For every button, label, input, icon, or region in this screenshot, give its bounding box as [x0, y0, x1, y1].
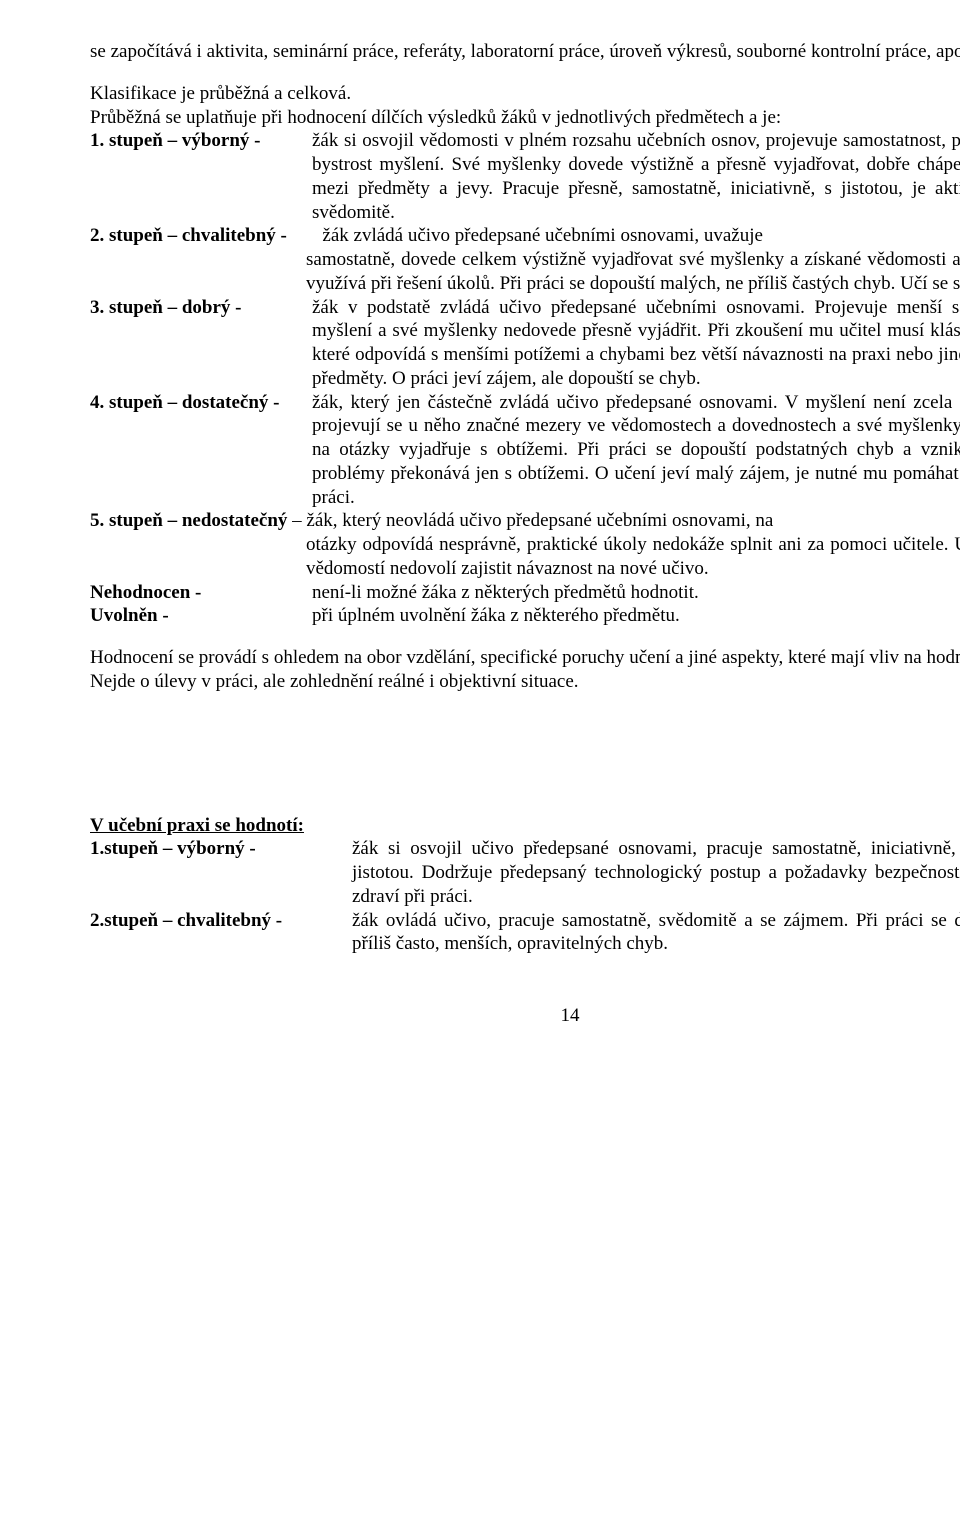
- practice-heading: V učební praxi se hodnotí:: [90, 814, 960, 838]
- intro-paragraph-2: Klasifikace je průběžná a celková.: [90, 82, 960, 106]
- practice-1-row: 1.stupeň – výborný - žák si osvojil učiv…: [90, 837, 960, 908]
- grade-4-row: 4. stupeň – dostatečný - žák, který jen …: [90, 391, 960, 510]
- grade-5-first: – žák, který neovládá učivo předepsané u…: [287, 510, 773, 531]
- grade-2-rest: samostatně, dovede celkem výstižně vyjad…: [90, 248, 960, 296]
- grade-3-text: žák v podstatě zvládá učivo předepsané u…: [312, 296, 960, 391]
- practice-2-row: 2.stupeň – chvalitebný - žák ovládá učiv…: [90, 909, 960, 957]
- grade-1-text: žák si osvojil vědomosti v plném rozsahu…: [312, 129, 960, 224]
- grade-3-row: 3. stupeň – dobrý - žák v podstatě zvlád…: [90, 296, 960, 391]
- grade-2-label: 2. stupeň – chvalitebný -: [90, 225, 287, 246]
- uvolnen-label: Uvolněn -: [90, 604, 312, 628]
- grade-5-rest: otázky odpovídá nesprávně, praktické úko…: [90, 533, 960, 581]
- big-spacer: [90, 694, 960, 814]
- grade-4-text: žák, který jen částečně zvládá učivo pře…: [312, 391, 960, 510]
- intro-paragraph-3: Průběžná se uplatňuje při hodnocení dílč…: [90, 106, 960, 130]
- grade-2-first: žák zvládá učivo předepsané učebními osn…: [322, 225, 763, 246]
- spacer: [90, 64, 960, 82]
- grade-3-label: 3. stupeň – dobrý -: [90, 296, 312, 320]
- grade-4-label: 4. stupeň – dostatečný -: [90, 391, 312, 415]
- uvolnen-text: při úplném uvolnění žáka z některého pře…: [312, 604, 960, 628]
- practice-2-text: žák ovládá učivo, pracuje samostatně, sv…: [352, 909, 960, 957]
- nehodnocen-text: není-li možné žáka z některých předmětů …: [312, 581, 960, 605]
- practice-2-label: 2.stupeň – chvalitebný -: [90, 909, 352, 933]
- grade-5-label: 5. stupeň – nedostatečný: [90, 510, 287, 531]
- spacer: [90, 628, 960, 646]
- uvolnen-row: Uvolněn - při úplném uvolnění žáka z něk…: [90, 604, 960, 628]
- closing-paragraph: Hodnocení se provádí s ohledem na obor v…: [90, 646, 960, 694]
- intro-paragraph-1: se započítává i aktivita, seminární prác…: [90, 40, 960, 64]
- nehodnocen-row: Nehodnocen - není-li možné žáka z někter…: [90, 581, 960, 605]
- page-number: 14: [90, 1004, 960, 1028]
- practice-1-text: žák si osvojil učivo předepsané osnovami…: [352, 837, 960, 908]
- practice-1-label: 1.stupeň – výborný -: [90, 837, 352, 861]
- grade-2-row: 2. stupeň – chvalitebný - žák zvládá uči…: [90, 224, 960, 295]
- grade-1-row: 1. stupeň – výborný - žák si osvojil věd…: [90, 129, 960, 224]
- nehodnocen-label: Nehodnocen -: [90, 581, 312, 605]
- grade-1-label: 1. stupeň – výborný -: [90, 129, 312, 153]
- grade-5-row: 5. stupeň – nedostatečný – žák, který ne…: [90, 509, 960, 580]
